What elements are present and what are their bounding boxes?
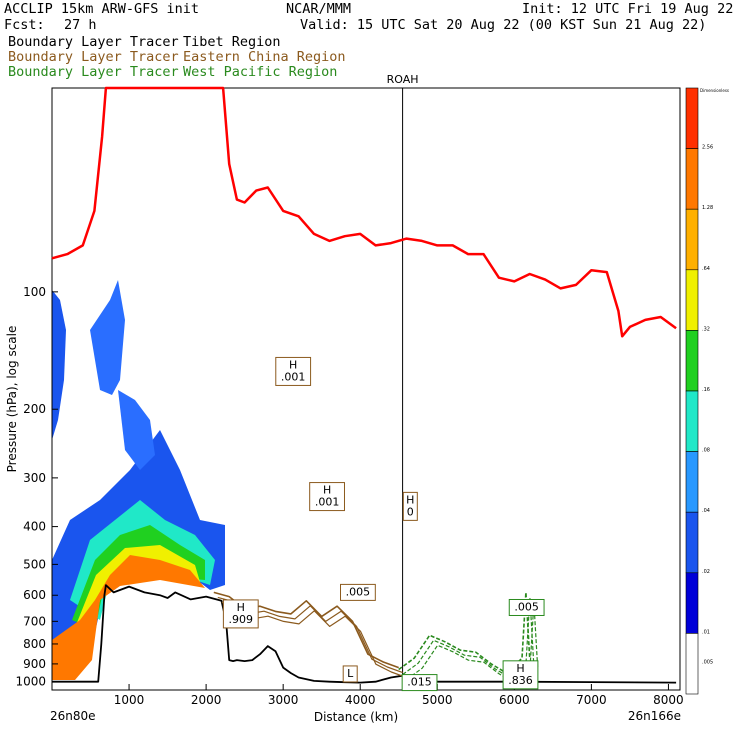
- colorbar-segment-4: [685, 330, 699, 392]
- series-tropopause: [51, 86, 677, 338]
- y-tick-label-800: 800: [23, 637, 46, 651]
- init-time: Init: 12 UTC Fri 19 Aug 22: [522, 1, 734, 17]
- contour-label-text-0-0: H: [289, 358, 297, 371]
- series-west-pacific-contour-copy-2: [406, 601, 539, 684]
- shade-orange: [52, 555, 205, 680]
- contour-label-text-2-0: H: [406, 493, 414, 506]
- colorbar-segment-8: [685, 572, 699, 634]
- x-end-label: 26n166e: [628, 709, 681, 723]
- x-tick-label-7000: 7000: [576, 693, 607, 707]
- contour-label-text-1-1: .001: [315, 496, 340, 509]
- colorbar-label-8: .01: [702, 629, 710, 635]
- colorbar-label-1: 1.28: [702, 205, 713, 211]
- roah-marker-label: ROAH: [387, 73, 419, 86]
- contour-label-box-4: [222, 599, 259, 629]
- plot-frame: [51, 87, 681, 691]
- series-tibet-terrain: [52, 584, 677, 684]
- contour-label-box-7: [508, 598, 545, 616]
- colorbar-segment-2: [685, 208, 699, 271]
- series-west-pacific-contour: [398, 591, 531, 674]
- shade-blue-mid: [118, 390, 155, 470]
- legend-pacific-region: West Pacific Region: [183, 64, 338, 80]
- legend-china-tracer: Boundary Layer Tracer: [8, 49, 179, 65]
- fcst-value: 27 h: [64, 17, 97, 33]
- valid-time: Valid: 15 UTC Sat 20 Aug 22 (00 KST Sun …: [300, 17, 707, 33]
- contour-label-text-3-0: .005: [346, 585, 371, 598]
- y-tick-label-300: 300: [23, 471, 46, 485]
- colorbar-label-4: .16: [702, 387, 710, 393]
- x-tick-label-5000: 5000: [422, 693, 453, 707]
- series-west-pacific-contour-copy-1: [402, 596, 535, 679]
- x-tick-label-3000: 3000: [268, 693, 299, 707]
- contour-label-text-8-1: .836: [508, 674, 533, 687]
- colorbar-label-3: .32: [702, 326, 710, 332]
- colorbar-label-6: .04: [702, 508, 710, 514]
- x-start-label: 26n80e: [50, 709, 96, 723]
- x-axis-title: Distance (km): [314, 710, 398, 724]
- contour-label-text-8-0: H: [516, 662, 524, 675]
- y-tick-label-100: 100: [23, 285, 46, 299]
- contour-label-box-1: [309, 482, 345, 512]
- y-tick-label-700: 700: [23, 614, 46, 628]
- y-tick-label-900: 900: [23, 657, 46, 671]
- colorbar-top-label: Dimensionless: [700, 88, 729, 93]
- y-tick-label-200: 200: [23, 402, 46, 416]
- contour-label-box-6: [401, 674, 438, 692]
- fcst-label: Fcst:: [4, 17, 45, 33]
- colorbar-label-9: .005: [702, 660, 713, 666]
- x-tick-label-8000: 8000: [653, 693, 684, 707]
- contour-label-box-2: [402, 491, 418, 521]
- contour-label-box-0: [275, 356, 312, 386]
- tracer-shading: [52, 280, 225, 680]
- y-axis-title: Pressure (hPa), log scale: [5, 326, 19, 473]
- colorbar-segment-3: [685, 269, 699, 331]
- contour-label-text-4-1: .909: [229, 613, 254, 626]
- x-tick-label-6000: 6000: [499, 693, 530, 707]
- y-tick-label-600: 600: [23, 588, 46, 602]
- contour-label-text-1-0: H: [323, 484, 331, 497]
- colorbar-segment-9: [685, 633, 699, 695]
- legend-tibet-tracer: Boundary Layer Tracer: [8, 34, 179, 50]
- colorbar-segment-1: [685, 148, 699, 210]
- shade-blue-column-left: [52, 290, 66, 440]
- colorbar-label-5: .08: [702, 448, 710, 454]
- colorbar-label-2: .64: [702, 266, 710, 272]
- legend-tibet-region: Tibet Region: [183, 34, 281, 50]
- contour-label-box-8: [502, 660, 539, 690]
- contour-label-text-2-1: 0: [407, 505, 414, 518]
- y-tick-label-500: 500: [23, 557, 46, 571]
- x-tick-label-2000: 2000: [191, 693, 222, 707]
- colorbar-label-0: 2.56: [702, 145, 713, 151]
- colorbar-segment-7: [685, 511, 699, 574]
- contour-label-text-7-0: .005: [514, 600, 539, 613]
- legend-china-region: Eastern China Region: [183, 49, 346, 65]
- legend-pacific-tracer: Boundary Layer Tracer: [8, 64, 179, 80]
- colorbar-segment-6: [685, 451, 699, 513]
- y-tick-label-1000: 1000: [15, 675, 46, 689]
- contour-label-text-6-0: .015: [407, 676, 432, 689]
- contour-label-box-5: [342, 665, 358, 683]
- contour-label-text-4-0: H: [237, 601, 245, 614]
- contour-label-box-3: [340, 583, 376, 601]
- x-tick-label-1000: 1000: [114, 693, 145, 707]
- shade-blue-upper: [90, 280, 125, 395]
- model-title: ACCLIP 15km ARW-GFS init: [4, 1, 200, 17]
- org-label: NCAR/MMM: [286, 1, 352, 17]
- colorbar-segment-5: [685, 390, 699, 452]
- contour-label-text-0-1: .001: [281, 370, 306, 383]
- x-tick-label-4000: 4000: [345, 693, 376, 707]
- y-tick-label-400: 400: [23, 520, 46, 534]
- colorbar-label-7: .02: [702, 569, 710, 575]
- contour-label-text-5-0: L: [347, 667, 354, 680]
- colorbar-segment-0: [685, 87, 699, 149]
